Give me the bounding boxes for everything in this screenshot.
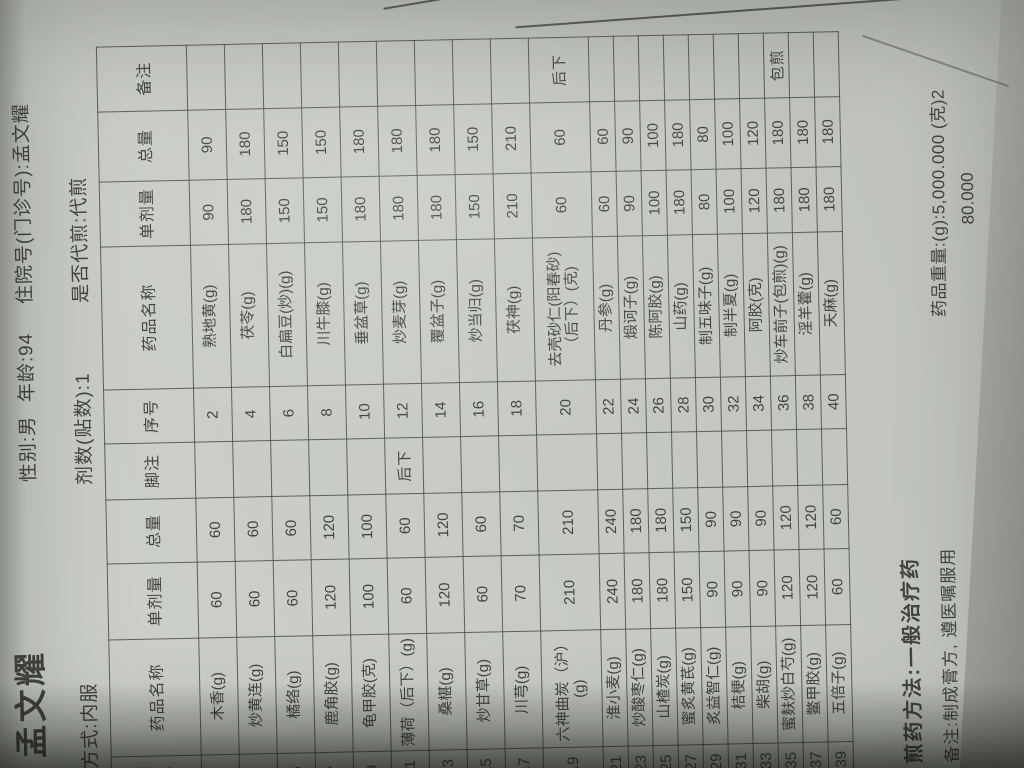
photo-shadow-bottom bbox=[0, 683, 1024, 768]
photo-shadow-left bbox=[0, 0, 26, 768]
